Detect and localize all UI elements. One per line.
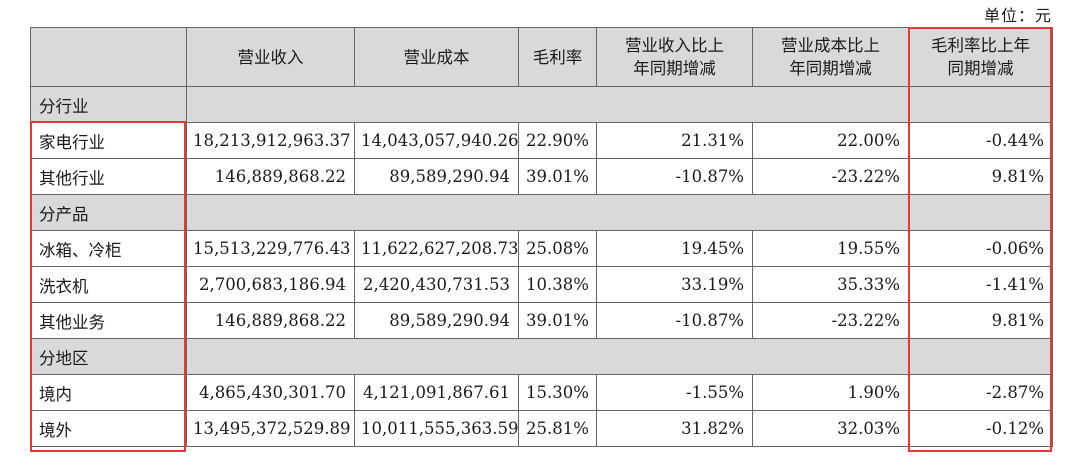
margin-change-cell: -0.12%: [908, 410, 1053, 447]
revenue-cell: 4,865,430,301.70: [186, 374, 355, 411]
cost-change-cell: 22.00%: [752, 122, 909, 159]
margin-change-cell: -0.06%: [908, 230, 1053, 267]
margin-change-cell: -0.44%: [908, 122, 1053, 159]
section-title: 分行业: [30, 86, 187, 123]
revenue-cell: 18,213,912,963.37: [186, 122, 355, 159]
cost-cell: 14,043,057,940.26: [354, 122, 519, 159]
section-title: 分地区: [30, 338, 187, 375]
cost-change-cell: -23.22%: [752, 158, 909, 195]
margin-cell: 10.38%: [518, 266, 597, 303]
row-name: 境外: [30, 410, 187, 447]
revenue-change-cell: 33.19%: [596, 266, 753, 303]
cost-change-cell: -23.22%: [752, 302, 909, 339]
section-filler: [186, 194, 1053, 231]
section-row-industry: 分行业: [30, 86, 1053, 123]
revenue-change-cell: -10.87%: [596, 302, 753, 339]
row-name: 冰箱、冷柜: [30, 230, 187, 267]
cost-change-cell: 1.90%: [752, 374, 909, 411]
row-name: 境内: [30, 374, 187, 411]
cost-change-cell: 32.03%: [752, 410, 909, 447]
section-row-region: 分地区: [30, 338, 1053, 375]
margin-cell: 25.81%: [518, 410, 597, 447]
cost-cell: 89,589,290.94: [354, 302, 519, 339]
header-revenue: 营业收入: [186, 27, 355, 87]
revenue-cell: 2,700,683,186.94: [186, 266, 355, 303]
header-cost-change: 营业成本比上 年同期增减: [752, 27, 909, 87]
revenue-change-cell: -1.55%: [596, 374, 753, 411]
margin-cell: 22.90%: [518, 122, 597, 159]
row-name: 洗衣机: [30, 266, 187, 303]
revenue-cell: 15,513,229,776.43: [186, 230, 355, 267]
row-name: 家电行业: [30, 122, 187, 159]
revenue-change-cell: 31.82%: [596, 410, 753, 447]
header-row: 营业收入 营业成本 毛利率 营业收入比上 年同期增减 营业成本比上 年同期增减 毛利…: [30, 27, 1053, 87]
header-cell-blank: [30, 27, 187, 87]
margin-change-cell: -1.41%: [908, 266, 1053, 303]
financial-table: 营业收入 营业成本 毛利率 营业收入比上 年同期增减 营业成本比上 年同期增减 毛利…: [30, 27, 1053, 447]
table-row: 洗衣机 2,700,683,186.94 2,420,430,731.53 10…: [30, 266, 1053, 303]
cost-cell: 10,011,555,363.59: [354, 410, 519, 447]
cost-cell: 11,622,627,208.73: [354, 230, 519, 267]
row-name: 其他业务: [30, 302, 187, 339]
margin-cell: 25.08%: [518, 230, 597, 267]
revenue-change-cell: -10.87%: [596, 158, 753, 195]
revenue-change-cell: 21.31%: [596, 122, 753, 159]
header-margin: 毛利率: [518, 27, 597, 87]
revenue-cell: 146,889,868.22: [186, 302, 355, 339]
header-cost: 营业成本: [354, 27, 519, 87]
section-filler: [186, 338, 1053, 375]
header-revenue-change: 营业收入比上 年同期增减: [596, 27, 753, 87]
table-row: 家电行业 18,213,912,963.37 14,043,057,940.26…: [30, 122, 1053, 159]
revenue-cell: 146,889,868.22: [186, 158, 355, 195]
table-row: 冰箱、冷柜 15,513,229,776.43 11,622,627,208.7…: [30, 230, 1053, 267]
section-filler: [186, 86, 1053, 123]
cost-cell: 4,121,091,867.61: [354, 374, 519, 411]
margin-change-cell: 9.81%: [908, 158, 1053, 195]
cost-change-cell: 19.55%: [752, 230, 909, 267]
table-row: 其他行业 146,889,868.22 89,589,290.94 39.01%…: [30, 158, 1053, 195]
revenue-cell: 13,495,372,529.89: [186, 410, 355, 447]
margin-change-cell: 9.81%: [908, 302, 1053, 339]
cost-cell: 2,420,430,731.53: [354, 266, 519, 303]
row-name: 其他行业: [30, 158, 187, 195]
margin-change-cell: -2.87%: [908, 374, 1053, 411]
section-title: 分产品: [30, 194, 187, 231]
section-row-product: 分产品: [30, 194, 1053, 231]
header-margin-change: 毛利率比上年 同期增减: [908, 27, 1053, 87]
unit-label: 单位：元: [983, 6, 1052, 25]
table-row: 境内 4,865,430,301.70 4,121,091,867.61 15.…: [30, 374, 1053, 411]
table-row: 境外 13,495,372,529.89 10,011,555,363.59 2…: [30, 410, 1053, 447]
revenue-change-cell: 19.45%: [596, 230, 753, 267]
margin-cell: 39.01%: [518, 158, 597, 195]
table-row: 其他业务 146,889,868.22 89,589,290.94 39.01%…: [30, 302, 1053, 339]
margin-cell: 15.30%: [518, 374, 597, 411]
margin-cell: 39.01%: [518, 302, 597, 339]
cost-change-cell: 35.33%: [752, 266, 909, 303]
cost-cell: 89,589,290.94: [354, 158, 519, 195]
